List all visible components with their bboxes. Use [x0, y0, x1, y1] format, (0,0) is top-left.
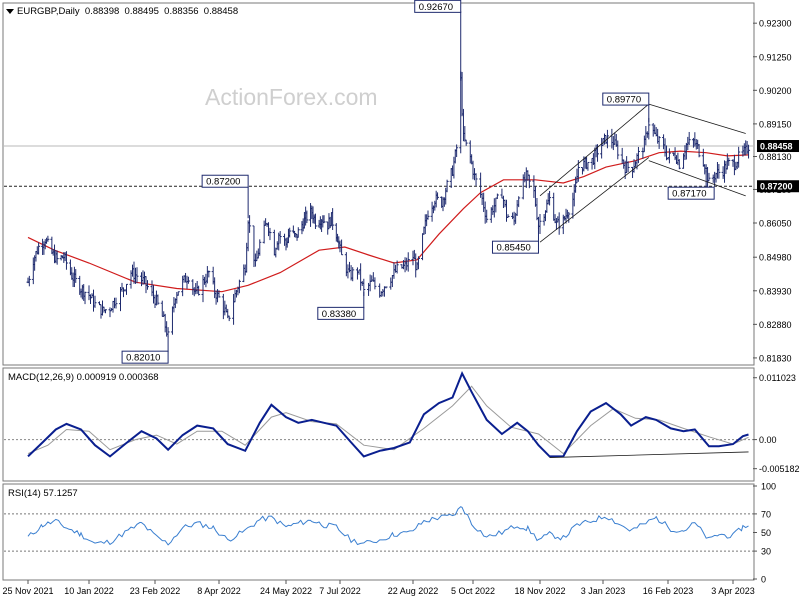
price-annotation-box — [414, 0, 462, 13]
price-y-tick-label: 0.88130 — [759, 152, 792, 162]
macd-panel-frame — [2, 367, 755, 482]
price-bars — [26, 11, 751, 353]
price-y-tick-label: 0.84980 — [759, 253, 792, 263]
channel-trendline — [648, 160, 746, 197]
price-y-tick-label: 0.83930 — [759, 286, 792, 296]
price-y-tick-label: 0.86050 — [759, 219, 792, 229]
macd-y-tick-label: 0.011023 — [759, 373, 796, 383]
macd-signal-line — [27, 385, 749, 455]
x-tick-label: 3 Jan 2023 — [581, 586, 626, 596]
watermark: ActionForex.com — [205, 84, 378, 110]
macd-main-line — [27, 370, 749, 458]
x-tick-label: 5 Oct 2022 — [451, 586, 495, 596]
x-tick-label: 7 Jul 2022 — [319, 586, 361, 596]
x-tick-label: 16 Feb 2023 — [643, 586, 694, 596]
macd-y-tick-label: 0.00 — [759, 435, 777, 445]
price-annotation-box — [121, 350, 169, 364]
x-tick-label: 3 Apr 2023 — [711, 586, 755, 596]
price-annotation-box — [201, 174, 249, 188]
macd-lines — [4, 370, 753, 458]
x-tick-label: 24 May 2022 — [260, 586, 312, 596]
moving-average-path — [27, 150, 749, 293]
channel-trendline — [539, 157, 650, 243]
channel-trendline — [648, 103, 746, 134]
x-tick-label: 8 Apr 2022 — [197, 586, 241, 596]
macd-title: MACD(12,26,9) 0.000919 0.000368 — [8, 372, 159, 383]
last-price-label: 0.88458 — [760, 142, 793, 152]
macd-y-tick-label: -0.005182 — [759, 464, 800, 474]
x-tick-label: 25 Nov 2021 — [2, 586, 53, 596]
x-tick-label: 23 Feb 2022 — [130, 586, 181, 596]
price-annotation-label: 0.92670 — [419, 2, 453, 13]
macd-y-axis: 0.011023 0.00 -0.005182 — [753, 373, 800, 474]
dropdown-arrow-icon[interactable] — [6, 9, 14, 14]
price-y-tick-label: 0.89150 — [759, 119, 792, 129]
macd-trendline — [549, 451, 749, 458]
price-annotation-box — [491, 240, 539, 254]
x-tick-label: 10 Jan 2022 — [64, 586, 114, 596]
price-panel-frame — [2, 2, 755, 366]
price-annotation-box — [667, 186, 715, 200]
price-annotation-box — [317, 306, 365, 320]
price-grid — [4, 145, 753, 187]
rsi-y-tick-label: 70 — [761, 509, 771, 519]
channel-trendlines — [539, 103, 746, 243]
price-annotation-label: 0.87200 — [206, 177, 240, 188]
rsi-y-tick-label: 30 — [761, 547, 771, 557]
rsi-y-tick-label: 50 — [761, 528, 771, 538]
price-annotation-label: 0.83380 — [322, 309, 356, 320]
price-annotation-label: 0.82010 — [126, 353, 160, 364]
date-x-axis: 25 Nov 2021 10 Jan 2022 23 Feb 2022 8 Apr 2… — [2, 580, 755, 596]
price-panel-title: EURGBP,Daily 0.88398 0.88495 0.88356 0.8… — [6, 6, 238, 17]
rsi-title: RSI(14) 57.1257 — [8, 488, 78, 499]
last-price-box — [757, 140, 799, 153]
channel-trendline — [539, 103, 650, 197]
rsi-panel-frame — [2, 483, 755, 581]
price-y-axis: 0.923000.912500.902000.891500.881300.871… — [753, 19, 799, 363]
price-annotation-label: 0.85450 — [496, 243, 530, 254]
moving-average-line — [27, 150, 749, 293]
price-annotation-label: 0.89770 — [607, 95, 641, 106]
price-y-tick-label: 0.92300 — [759, 19, 792, 29]
x-tick-label: 18 Nov 2022 — [514, 586, 565, 596]
support-level-box — [757, 180, 799, 193]
support-level-label: 0.87200 — [760, 182, 793, 192]
x-tick-label: 22 Aug 2022 — [388, 586, 439, 596]
rsi-y-tick-label: 0 — [761, 575, 766, 585]
price-y-tick-label: 0.90200 — [759, 86, 792, 96]
price-y-tick-label: 0.91250 — [759, 52, 792, 62]
rsi-y-tick-label: 100 — [761, 482, 776, 492]
rsi-y-axis: 100 70 50 30 0 — [753, 482, 776, 585]
price-y-tick-label: 0.82880 — [759, 320, 792, 330]
price-annotation-label: 0.87170 — [672, 189, 706, 200]
price-y-tick-label: 0.81830 — [759, 353, 792, 363]
price-annotation-box — [602, 92, 650, 106]
rsi-main-line — [27, 506, 749, 546]
symbol-ohlc-text: EURGBP,Daily 0.88398 0.88495 0.88356 0.8… — [17, 6, 238, 17]
rsi-line — [4, 506, 753, 552]
price-annotations: 0.92670 0.87200 0.83380 0.82010 0.89770 0.871… — [121, 0, 715, 364]
